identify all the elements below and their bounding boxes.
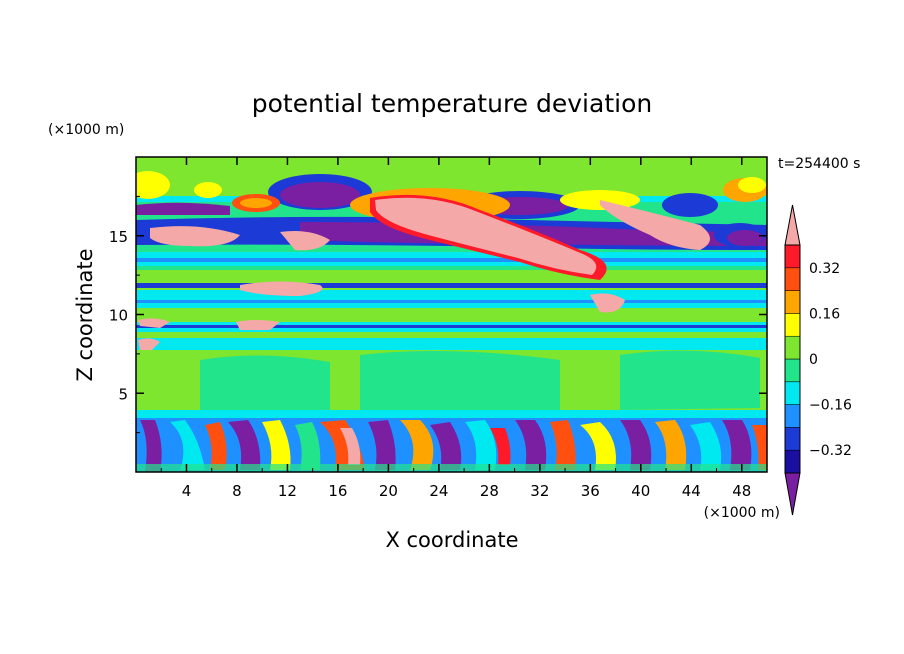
- colorbar-bin: [784, 290, 801, 314]
- y-tick-label: 5: [118, 385, 128, 403]
- x-axis: 4 8 12 16 20 24 28 32 36 40 44 48: [160, 157, 751, 500]
- colorbar-frame: [784, 244, 801, 474]
- x-unit-label: (×1000 m): [704, 505, 780, 521]
- x-tick-label: 16: [328, 482, 347, 500]
- colorbar-bin: [784, 313, 801, 337]
- colorbar-label: −0.16: [809, 398, 852, 414]
- x-tick-label: 24: [429, 482, 448, 500]
- y-unit-label: (×1000 m): [48, 122, 124, 138]
- x-tick-label: 36: [581, 482, 600, 500]
- colorbar-bin: [784, 244, 801, 269]
- colorbar-bin: [784, 381, 801, 405]
- x-tick-label: 44: [682, 482, 701, 500]
- colorbar-bin: [784, 404, 801, 428]
- colorbar-bin: [784, 427, 801, 451]
- colorbar-bin: [784, 267, 801, 291]
- x-tick-label: 8: [232, 482, 242, 500]
- x-tick-label: 4: [182, 482, 192, 500]
- x-tick-label: 32: [530, 482, 549, 500]
- time-label: t=254400 s: [778, 156, 860, 172]
- x-tick-label: 48: [732, 482, 751, 500]
- x-axis-title: X coordinate: [385, 528, 518, 552]
- y-tick-label: 15: [109, 228, 128, 246]
- colorbar-label: 0.16: [809, 306, 840, 322]
- heatmap-field: [136, 157, 767, 472]
- x-tick-label: 40: [631, 482, 650, 500]
- colorbar: [784, 204, 801, 516]
- x-tick-label: 12: [278, 482, 297, 500]
- colorbar-label: 0: [809, 352, 818, 368]
- colorbar-bin: [784, 449, 801, 474]
- chart-title: potential temperature deviation: [252, 89, 652, 118]
- colorbar-under-arrow: [784, 472, 801, 516]
- y-tick-label: 10: [109, 307, 128, 325]
- colorbar-labels: 0.32 0.16 0 −0.16 −0.32: [809, 261, 852, 459]
- colorbar-bin: [784, 335, 801, 360]
- y-axis: 5 10 15: [109, 195, 767, 434]
- colorbar-label: −0.32: [809, 443, 852, 459]
- x-tick-label: 20: [379, 482, 398, 500]
- y-axis-title: Z coordinate: [73, 248, 97, 381]
- x-tick-label: 28: [480, 482, 499, 500]
- colorbar-over-arrow: [784, 204, 801, 246]
- colorbar-bin: [784, 358, 801, 383]
- colorbar-label: 0.32: [809, 261, 840, 277]
